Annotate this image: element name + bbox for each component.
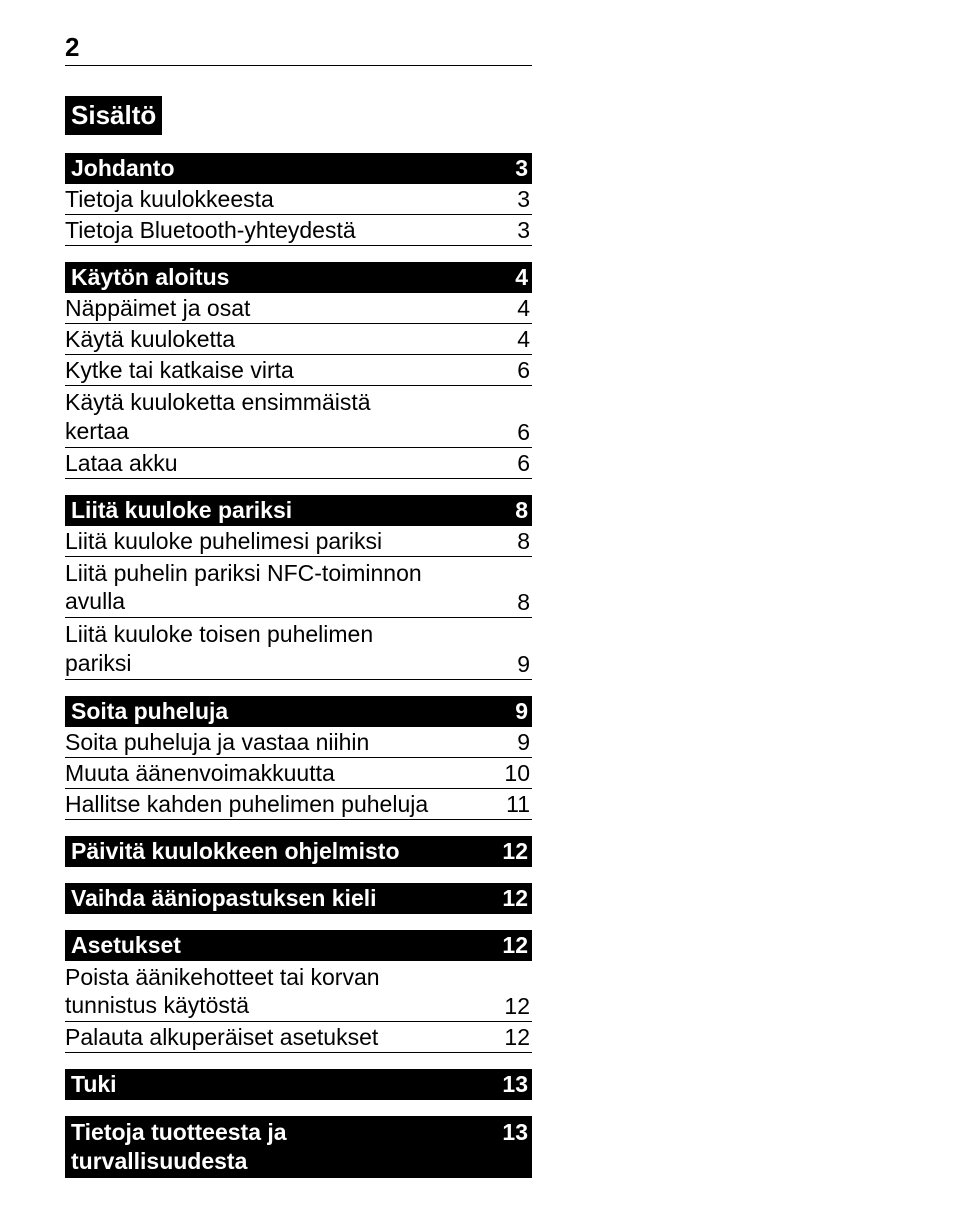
toc-section-header[interactable]: Johdanto 3 (65, 153, 532, 184)
toc-section: Asetukset 12 Poista äänikehotteet tai korv… (65, 930, 532, 1054)
toc-section: Johdanto3Tietoja kuulokkeesta3Tietoja Bl… (65, 153, 532, 246)
toc-section-header[interactable]: Päivitä kuulokkeen ohjelmisto 12 (65, 836, 532, 867)
toc-item-label: Soita puheluja ja vastaa niihin (65, 729, 369, 756)
toc-item[interactable]: Liitä puhelin pariksi NFC-toiminnonavull… (65, 557, 532, 619)
toc-section-header[interactable]: Käytön aloitus 4 (65, 262, 532, 293)
toc-section-page: 9 (515, 698, 528, 725)
toc-section: Päivitä kuulokkeen ohjelmisto 12 (65, 836, 532, 867)
page-number: 2 (65, 32, 532, 66)
toc-item-label: Käytä kuuloketta ensimmäistäkertaa (65, 388, 371, 446)
toc-item[interactable]: Tietoja Bluetooth-yhteydestä 3 (65, 215, 532, 246)
toc-item[interactable]: Lataa akku 6 (65, 448, 532, 479)
toc-section-page: 13 (502, 1071, 528, 1098)
toc-item-page: 9 (517, 651, 532, 678)
toc-item-page: 12 (504, 1024, 532, 1051)
toc-item-page: 3 (517, 186, 532, 213)
table-of-contents: Sisältö Johdanto3Tietoja kuulokkeesta3Ti… (65, 96, 532, 1178)
toc-section: Tuki 13 (65, 1069, 532, 1100)
toc-item[interactable]: Kytke tai katkaise virta 6 (65, 355, 532, 386)
toc-item[interactable]: Käytä kuuloketta ensimmäistäkertaa 6 (65, 386, 532, 448)
toc-item[interactable]: Liitä kuuloke puhelimesi pariksi 8 (65, 526, 532, 557)
toc-section-label: Johdanto (71, 155, 175, 182)
toc-section-label: Käytön aloitus (71, 264, 229, 291)
toc-section: Tietoja tuotteesta jaturvallisuudesta 13 (65, 1116, 532, 1178)
toc-item[interactable]: Palauta alkuperäiset asetukset 12 (65, 1022, 532, 1053)
toc-section-page: 13 (502, 1119, 528, 1146)
toc-item[interactable]: Tietoja kuulokkeesta 3 (65, 184, 532, 215)
contents-title: Sisältö (65, 96, 162, 135)
toc-item-page: 6 (517, 419, 532, 446)
toc-item[interactable]: Liitä kuuloke toisen puhelimenpariksi 9 (65, 618, 532, 680)
toc-section-label: Päivitä kuulokkeen ohjelmisto (71, 838, 400, 865)
toc-item-page: 10 (504, 760, 532, 787)
toc-item-label: Näppäimet ja osat (65, 295, 250, 322)
toc-item-label: Tietoja kuulokkeesta (65, 186, 274, 213)
toc-section-page: 12 (502, 932, 528, 959)
toc-item[interactable]: Muuta äänenvoimakkuutta 10 (65, 758, 532, 789)
toc-section-header[interactable]: Vaihda ääniopastuksen kieli 12 (65, 883, 532, 914)
toc-item[interactable]: Soita puheluja ja vastaa niihin 9 (65, 727, 532, 758)
toc-section-label: Vaihda ääniopastuksen kieli (71, 885, 377, 912)
toc-section-label: Tietoja tuotteesta jaturvallisuudesta (71, 1118, 287, 1176)
toc-section-label: Liitä kuuloke pariksi (71, 497, 292, 524)
toc-section-header[interactable]: Soita puheluja 9 (65, 696, 532, 727)
toc-item[interactable]: Näppäimet ja osat 4 (65, 293, 532, 324)
toc-section-label: Tuki (71, 1071, 117, 1098)
toc-item-page: 8 (517, 528, 532, 555)
toc-item[interactable]: Hallitse kahden puhelimen puheluja 11 (65, 789, 532, 820)
toc-section: Liitä kuuloke pariksi8Liitä kuuloke puhe… (65, 495, 532, 680)
toc-section-page: 12 (502, 838, 528, 865)
toc-item-label: Kytke tai katkaise virta (65, 357, 294, 384)
toc-item-label: Palauta alkuperäiset asetukset (65, 1024, 378, 1051)
toc-item-label: Lataa akku (65, 450, 178, 477)
toc-item-label: Poista äänikehotteet tai korvantunnistus… (65, 963, 380, 1021)
toc-item-label: Tietoja Bluetooth-yhteydestä (65, 217, 356, 244)
toc-item-page: 4 (517, 295, 532, 322)
toc-item-label: Liitä kuuloke puhelimesi pariksi (65, 528, 382, 555)
toc-item-page: 9 (517, 729, 532, 756)
toc-section-label: Soita puheluja (71, 698, 228, 725)
toc-section-page: 8 (515, 497, 528, 524)
toc-item-page: 6 (517, 357, 532, 384)
toc-item-label: Liitä puhelin pariksi NFC-toiminnonavull… (65, 559, 422, 617)
toc-section-label: Asetukset (71, 932, 181, 959)
toc-item-page: 4 (517, 326, 532, 353)
toc-section-header[interactable]: Tuki 13 (65, 1069, 532, 1100)
toc-item-label: Liitä kuuloke toisen puhelimenpariksi (65, 620, 373, 678)
toc-item-label: Muuta äänenvoimakkuutta (65, 760, 335, 787)
toc-section-page: 3 (515, 155, 528, 182)
toc-section: Soita puheluja9Soita puheluja ja vastaa … (65, 696, 532, 820)
toc-item-page: 12 (504, 993, 532, 1020)
toc-section-page: 12 (502, 885, 528, 912)
toc-section-header[interactable]: Asetukset 12 (65, 930, 532, 961)
toc-item-label: Käytä kuuloketta (65, 326, 235, 353)
toc-item[interactable]: Poista äänikehotteet tai korvantunnistus… (65, 961, 532, 1023)
toc-item[interactable]: Käytä kuuloketta 4 (65, 324, 532, 355)
toc-section-page: 4 (515, 264, 528, 291)
toc-item-page: 11 (506, 791, 532, 818)
toc-item-page: 6 (517, 450, 532, 477)
toc-section-header[interactable]: Tietoja tuotteesta jaturvallisuudesta 13 (65, 1116, 532, 1178)
toc-item-page: 8 (517, 589, 532, 616)
toc-section: Vaihda ääniopastuksen kieli 12 (65, 883, 532, 914)
toc-section: Käytön aloitus4Näppäimet ja osat4Käytä k… (65, 262, 532, 479)
toc-section-header[interactable]: Liitä kuuloke pariksi 8 (65, 495, 532, 526)
toc-item-page: 3 (517, 217, 532, 244)
toc-item-label: Hallitse kahden puhelimen puheluja (65, 791, 428, 818)
